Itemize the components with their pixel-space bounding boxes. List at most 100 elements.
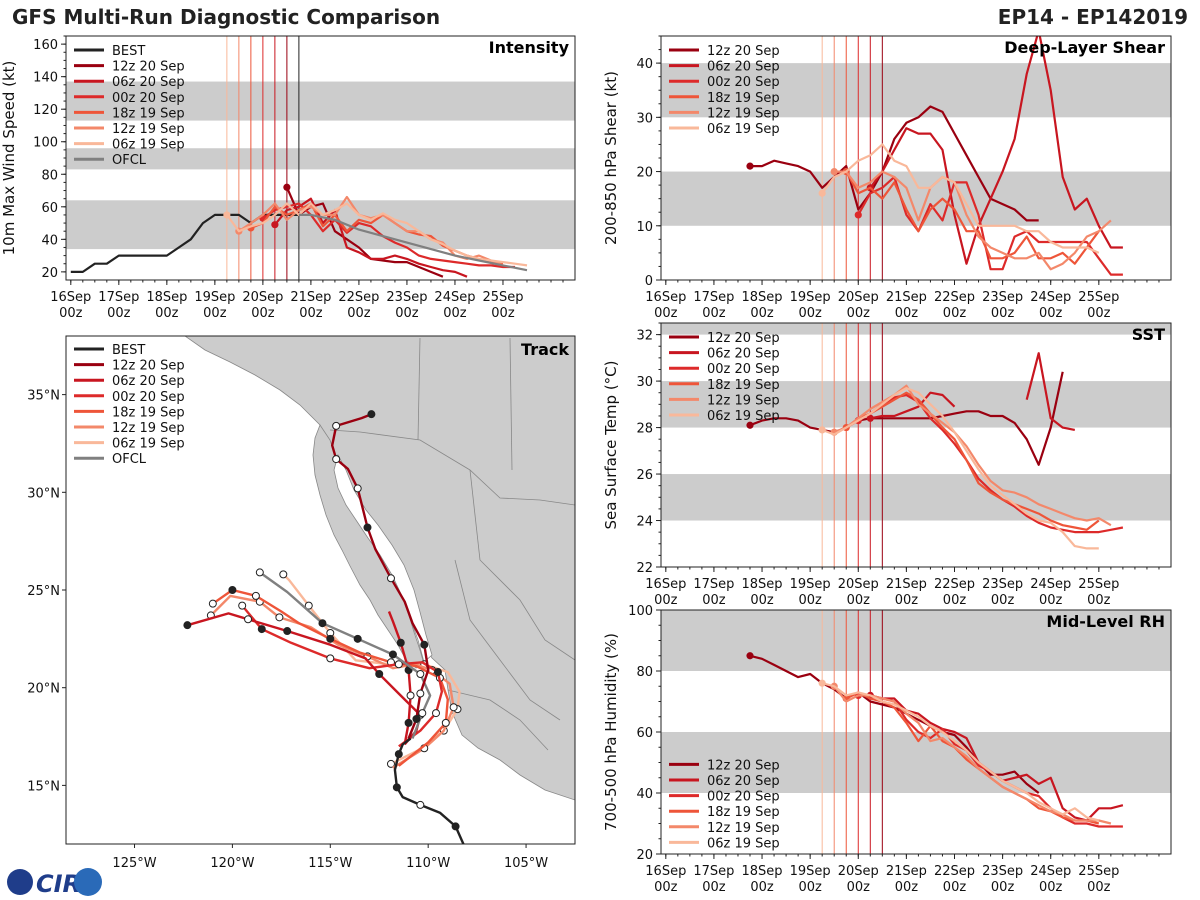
track-point-18z-19-sep	[208, 599, 217, 608]
sst-panel: 22242628303216Sep00z17Sep00z18Sep00z19Se…	[602, 322, 1172, 608]
shear-init-point-06z-19-sep	[818, 189, 826, 197]
rh-ytick-label: 60	[636, 726, 653, 741]
intensity-band	[66, 81, 575, 121]
shear-panel: 01020304016Sep00z17Sep00z18Sep00z19Sep00…	[602, 35, 1172, 321]
track-point-12z-20-sep	[412, 714, 421, 723]
track-ytick-label: 15°N	[27, 779, 60, 794]
rh-xtick-label: 18Sep	[742, 864, 783, 879]
shear-legend-label-12z-19-sep: 12z 19 Sep	[707, 106, 780, 121]
shear-xtick-sublabel: 00z	[991, 306, 1015, 321]
rh-series-12z-19-sep	[833, 685, 1112, 825]
shear-xtick-sublabel: 00z	[654, 306, 678, 321]
state-border	[417, 337, 421, 441]
intensity-xtick-sublabel: 00z	[299, 306, 323, 321]
rh-panel: 2040608010016Sep00z17Sep00z18Sep00z19Sep…	[602, 604, 1172, 895]
shear-legend-label-06z-19-sep: 06z 19 Sep	[707, 122, 780, 137]
rh-xtick-label: 17Sep	[693, 864, 734, 879]
intensity-init-point-06z-20-sep	[271, 221, 279, 229]
track-xtick-label: 115°W	[308, 856, 352, 871]
shear-xtick-label: 24Sep	[1030, 290, 1071, 305]
track-point-ofcl	[255, 568, 264, 577]
track-ytick-label: 35°N	[27, 389, 60, 404]
track-legend-label-18z-19-sep: 18z 19 Sep	[112, 405, 185, 420]
shear-init-point-00z-20-sep	[854, 211, 862, 219]
track-point-18z-19-sep	[441, 718, 450, 727]
shear-init-point-12z-19-sep	[830, 167, 838, 176]
shear-ytick-label: 40	[636, 57, 653, 72]
intensity-ytick-label: 120	[33, 103, 58, 118]
intensity-xtick-sublabel: 00z	[59, 306, 83, 321]
track-point-06z-20-sep-b	[375, 670, 384, 679]
track-12z-20-sep	[331, 413, 430, 739]
intensity-legend-label-18z-19-sep: 18z 19 Sep	[112, 106, 185, 121]
track-point-12z-19-sep	[275, 613, 284, 622]
track-point-06z-20-sep-b	[244, 615, 253, 624]
sst-xtick-sublabel: 00z	[654, 593, 678, 608]
intensity-plot-area	[66, 36, 575, 280]
track-point-00z-20-sep	[257, 625, 266, 634]
rh-xtick-sublabel: 00z	[1039, 880, 1063, 895]
intensity-xtick-label: 17Sep	[98, 290, 139, 305]
shear-title: Deep-Layer Shear	[1004, 38, 1165, 57]
intensity-legend-label-06z-19-sep: 06z 19 Sep	[112, 138, 185, 153]
track-legend-label-12z-19-sep: 12z 19 Sep	[112, 421, 185, 436]
intensity-xtick-sublabel: 00z	[395, 306, 419, 321]
track-point-18z-19-sep	[251, 591, 260, 600]
intensity-xtick-label: 23Sep	[386, 290, 427, 305]
rh-title: Mid-Level RH	[1046, 612, 1165, 631]
track-xtick-label: 125°W	[112, 856, 156, 871]
intensity-ytick-label: 140	[33, 71, 58, 86]
rh-ylabel: 700-500 hPa Humidity (%)	[602, 633, 620, 831]
shear-band	[661, 63, 1171, 118]
shear-legend-label-12z-20-sep: 12z 20 Sep	[707, 44, 780, 59]
track-point-ofcl	[353, 634, 362, 643]
intensity-ytick-label: 100	[33, 136, 58, 151]
track-point-12z-20-sep	[386, 574, 395, 583]
track-point-00z-20-sep	[326, 654, 335, 663]
track-point-06z-19-sep	[279, 570, 288, 579]
track-legend-label-12z-20-sep: 12z 20 Sep	[112, 359, 185, 374]
sst-xtick-label: 18Sep	[742, 577, 783, 592]
track-point-12z-20-sep	[353, 484, 362, 493]
track-xtick-label: 120°W	[210, 856, 254, 871]
track-legend-label-best: BEST	[112, 343, 145, 358]
intensity-ytick-label: 60	[41, 201, 58, 216]
rh-xtick-sublabel: 00z	[943, 880, 967, 895]
intensity-series-ofcl	[298, 213, 528, 272]
track-point-06z-20-sep	[396, 638, 405, 647]
rh-legend-label-06z-19-sep: 06z 19 Sep	[707, 836, 780, 851]
sst-legend-label-12z-20-sep: 12z 20 Sep	[707, 331, 780, 346]
track-point-best	[416, 800, 425, 809]
state-border	[509, 337, 513, 471]
track-point-00z-20-sep	[432, 709, 441, 718]
track-legend-label-06z-19-sep: 06z 19 Sep	[112, 437, 185, 452]
track-point-12z-19-sep	[449, 703, 458, 712]
rh-legend-label-18z-19-sep: 18z 19 Sep	[707, 805, 780, 820]
track-ytick-label: 30°N	[27, 486, 60, 501]
rh-ytick-label: 100	[628, 604, 653, 619]
figure-title: GFS Multi-Run Diagnostic Comparison	[12, 5, 441, 29]
shear-xtick-label: 23Sep	[982, 290, 1023, 305]
shear-xtick-label: 22Sep	[934, 290, 975, 305]
rh-xtick-sublabel: 00z	[750, 880, 774, 895]
rh-band	[661, 732, 1171, 793]
sst-series-06z-19-sep	[821, 387, 1099, 550]
rh-xtick-sublabel: 00z	[702, 880, 726, 895]
shear-legend-label-06z-20-sep: 06z 20 Sep	[707, 60, 780, 75]
track-point-best	[451, 822, 460, 831]
sst-band	[661, 474, 1171, 521]
sst-band	[661, 381, 1171, 428]
track-ytick-label: 25°N	[27, 584, 60, 599]
rh-xtick-sublabel: 00z	[847, 880, 871, 895]
track-point-best	[394, 750, 403, 759]
track-panel: 125°W 120°W 115°W 110°W 105°W 15°N 20°N 25°N 30°…	[27, 335, 576, 871]
shear-xtick-sublabel: 00z	[895, 306, 919, 321]
rh-xtick-sublabel: 00z	[1087, 880, 1111, 895]
sst-title: SST	[1132, 325, 1165, 344]
track-best	[393, 737, 465, 844]
intensity-series-06z-19-sep	[226, 202, 528, 267]
rh-xtick-label: 24Sep	[1030, 864, 1071, 879]
storm-id: EP14 - EP142019	[997, 5, 1188, 29]
